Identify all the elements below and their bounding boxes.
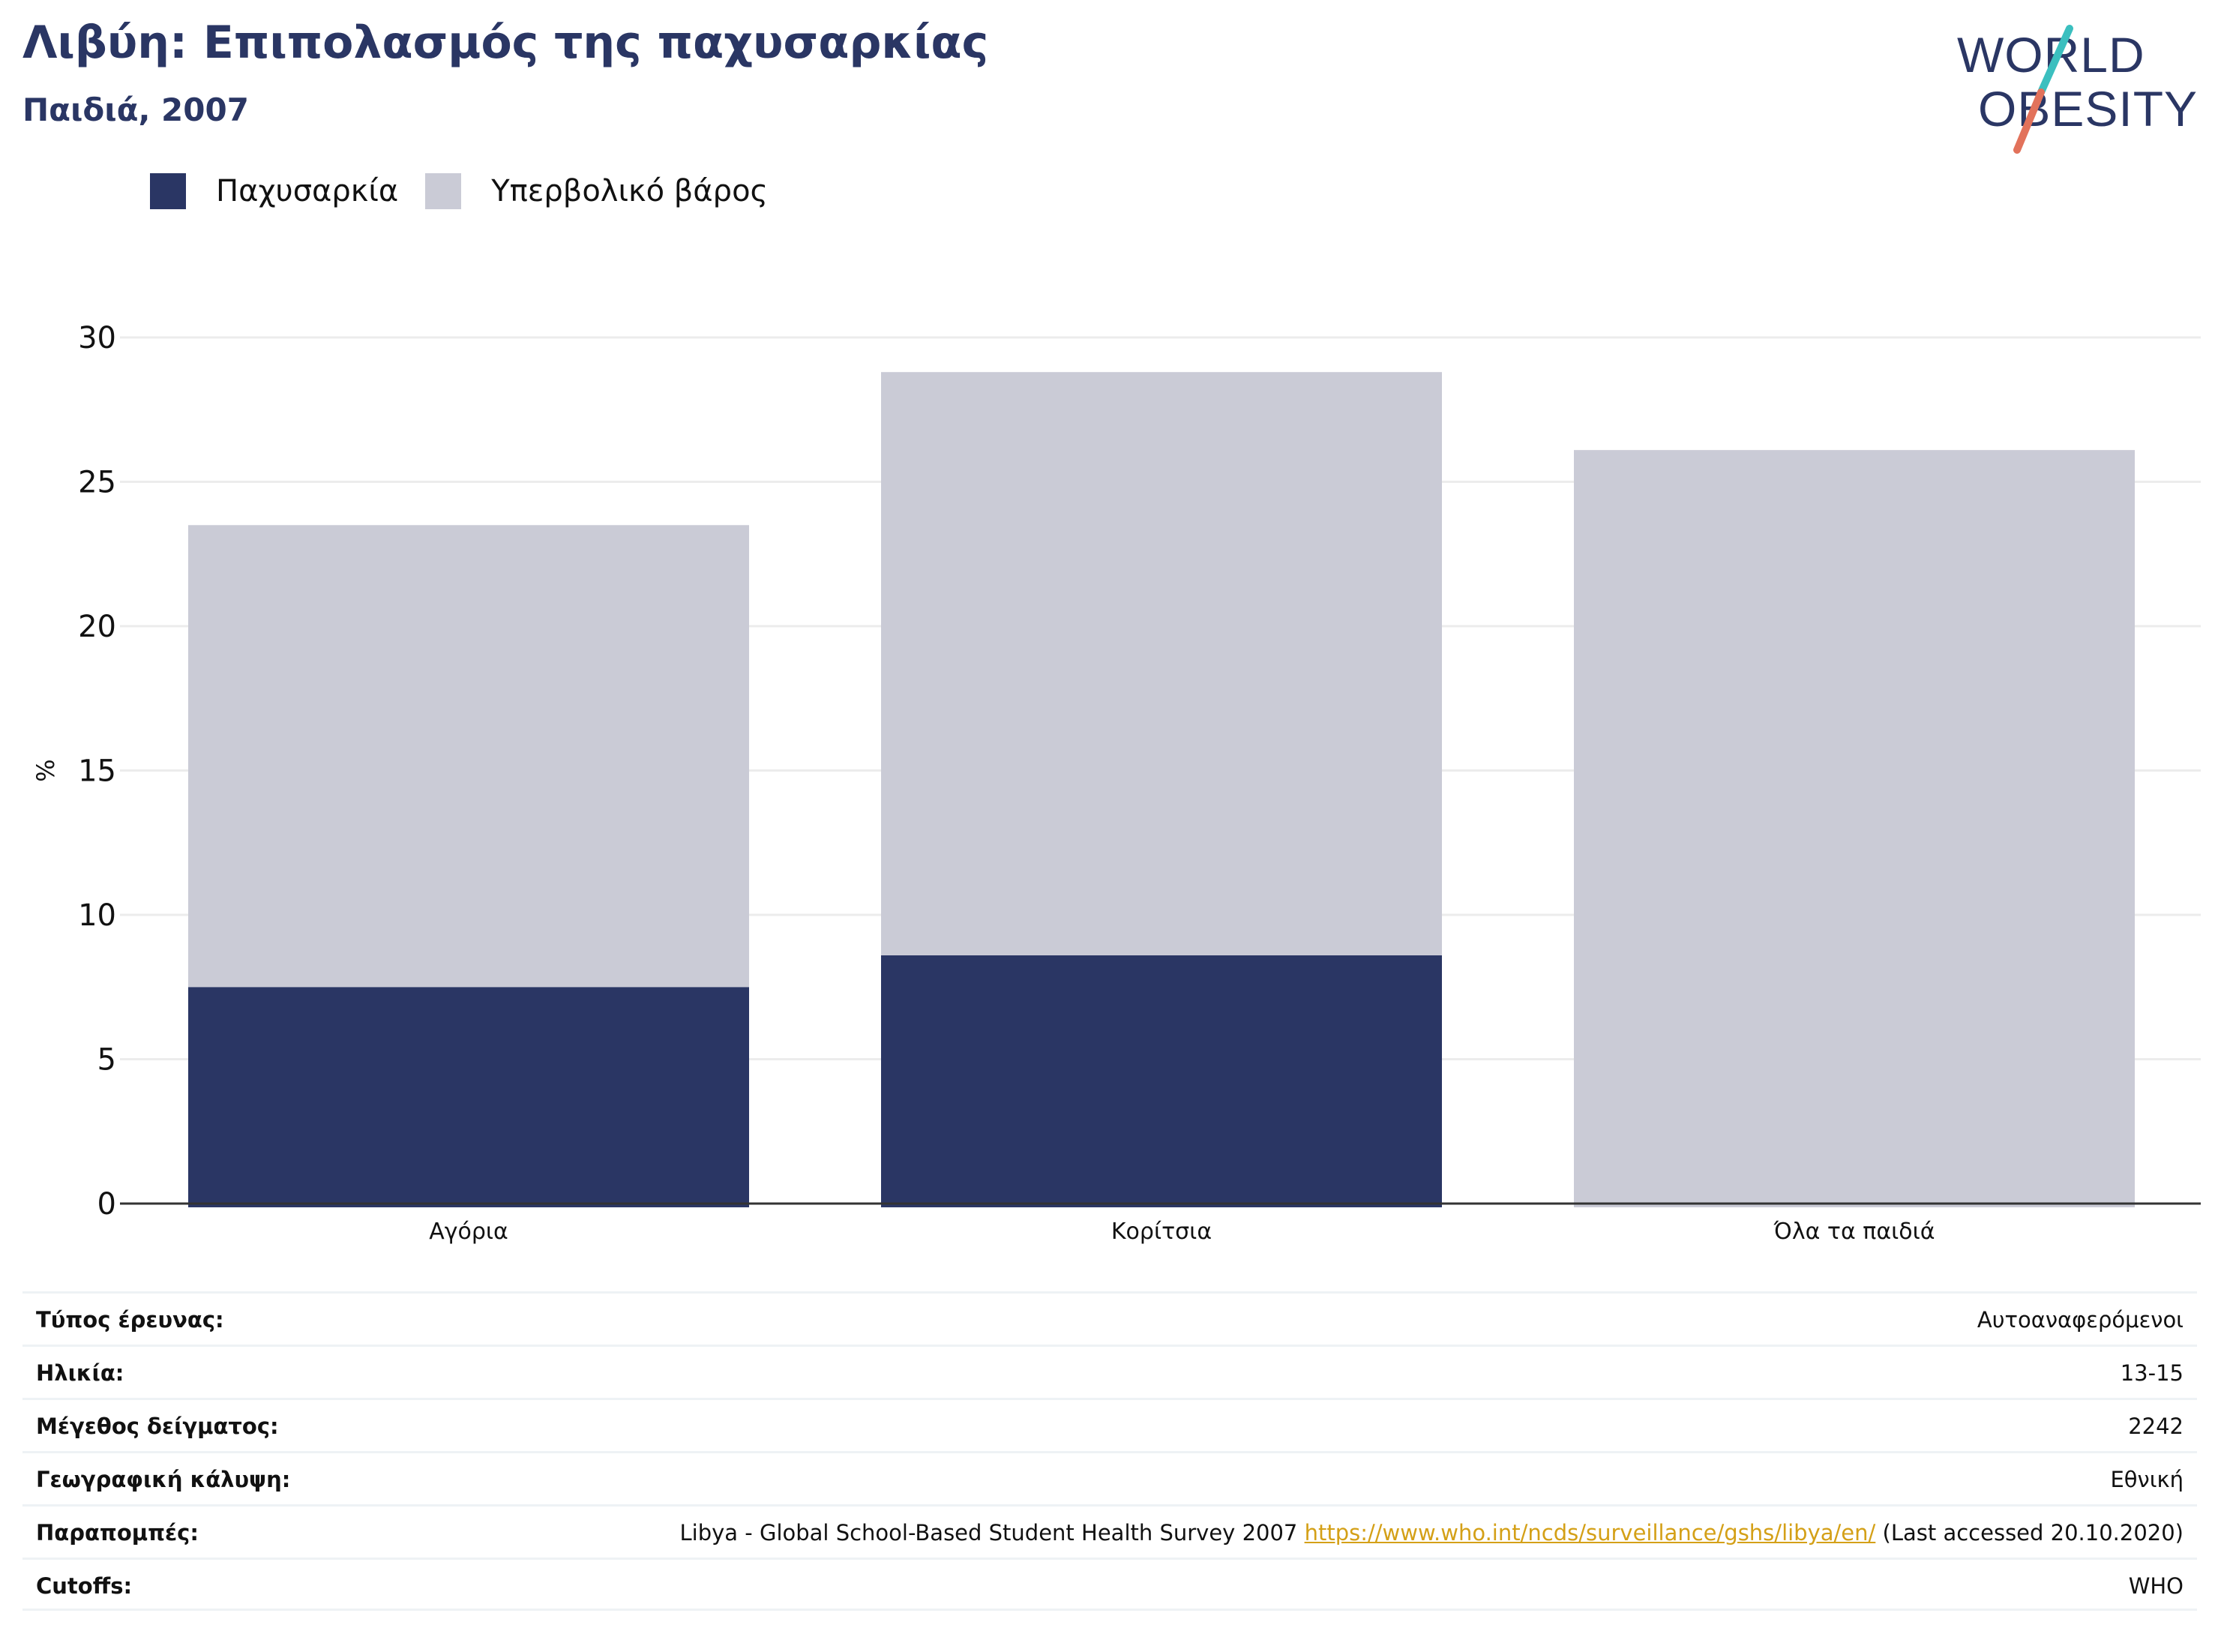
meta-row: Γεωγραφική κάλυψη: Εθνική [22, 1451, 2197, 1504]
meta-key: Τύπος έρευνας: [36, 1307, 224, 1333]
x-tick-label: Κορίτσια [1111, 1219, 1212, 1245]
y-tick-label: 30 [78, 321, 116, 355]
x-tick-label: Αγόρια [429, 1219, 508, 1245]
legend-swatch-overweight [425, 173, 462, 209]
bar-obesity [188, 987, 749, 1207]
y-tick-label: 25 [78, 466, 116, 500]
chart-legend: Παχυσαρκία Υπερβολικό βάρος [150, 169, 795, 213]
bar-chart: 0 5 10 15 20 25 30% Αγόρια Κορίτσια Όλα τα παιδιά [31, 321, 2201, 1245]
meta-key: Γεωγραφική κάλυψη: [36, 1467, 291, 1492]
world-obesity-logo: WORLD OBESITY [1957, 25, 2198, 154]
meta-row: Cutoffs: WHO [22, 1558, 2197, 1611]
y-tick-label: 0 [97, 1187, 116, 1222]
bar-overweight [881, 372, 1442, 955]
meta-value: 13-15 [2120, 1360, 2184, 1386]
bar-overweight [188, 525, 749, 988]
x-tick-label: Όλα τα παιδιά [1773, 1219, 1935, 1245]
meta-row: Παραπομπές: Libya - Global School-Based S… [22, 1504, 2197, 1558]
meta-row: Μέγεθος δείγματος: 2242 [22, 1398, 2197, 1451]
logo-slash-teal [2037, 25, 2073, 96]
y-tick-label: 10 [78, 898, 116, 933]
meta-value: 2242 [2128, 1414, 2184, 1439]
meta-row: Τύπος έρευνας: Αυτοαναφερόμενοι [22, 1291, 2197, 1345]
meta-key: Cutoffs: [36, 1573, 133, 1599]
chart-title: Λιβύη: Επιπολασμός της παχυσαρκίας [22, 16, 989, 69]
meta-key: Παραπομπές: [36, 1520, 199, 1546]
logo-slash-coral [2013, 88, 2045, 154]
meta-row: Ηλικία: 13-15 [22, 1345, 2197, 1398]
meta-value: Αυτοαναφερόμενοι [1977, 1307, 2184, 1333]
bar-obesity [881, 955, 1442, 1207]
bar-overweight [1574, 450, 2135, 1207]
legend-swatch-obesity [150, 173, 186, 209]
reference-link[interactable]: https://www.who.int/ncds/surveillance/gs… [1304, 1520, 1876, 1546]
legend-item-overweight: Υπερβολικό βάρος [425, 173, 768, 209]
meta-value: Εθνική [2110, 1467, 2184, 1492]
meta-value: WHO [2128, 1573, 2184, 1599]
y-tick-label: 5 [97, 1043, 116, 1078]
legend-item-obesity: Παχυσαρκία [150, 173, 398, 209]
meta-key: Ηλικία: [36, 1360, 124, 1386]
legend-label-overweight: Υπερβολικό βάρος [491, 174, 769, 208]
y-axis-label: % [31, 759, 60, 781]
y-tick-label: 20 [78, 610, 116, 644]
legend-label-obesity: Παχυσαρκία [216, 174, 399, 208]
meta-key: Μέγεθος δείγματος: [36, 1414, 279, 1439]
logo-line2-text: OBESITY [1978, 81, 2198, 136]
chart-subtitle: Παιδιά, 2007 [22, 91, 249, 128]
y-tick-label: 15 [78, 754, 116, 789]
meta-value: Libya - Global School-Based Student Heal… [679, 1520, 2184, 1546]
survey-metadata-table: Τύπος έρευνας: Αυτοαναφερόμενοι Ηλικία: 13-… [22, 1291, 2197, 1611]
